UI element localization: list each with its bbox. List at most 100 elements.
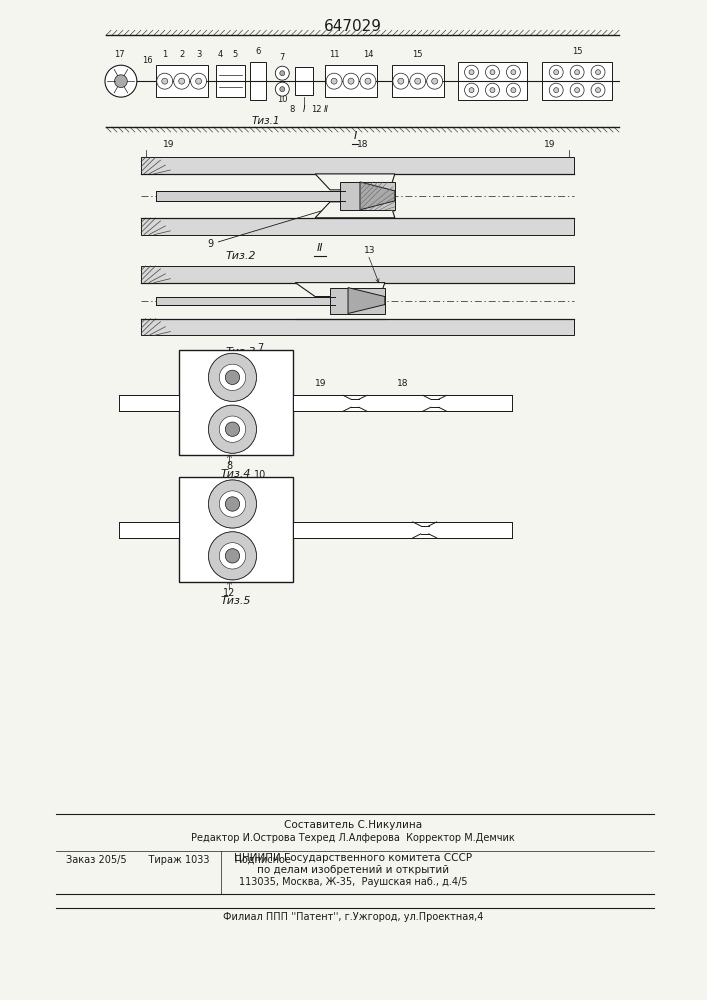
Circle shape <box>196 78 201 84</box>
Circle shape <box>174 73 189 89</box>
Circle shape <box>427 73 443 89</box>
Text: 19: 19 <box>544 140 555 149</box>
Polygon shape <box>348 288 385 314</box>
Text: 15: 15 <box>412 50 423 59</box>
Text: 18: 18 <box>397 379 409 388</box>
Text: II: II <box>317 243 323 253</box>
Circle shape <box>209 405 257 453</box>
Text: Τиз.2: Τиз.2 <box>226 251 256 261</box>
Circle shape <box>469 70 474 75</box>
Text: 113035, Москва, Ж-35,  Раушская наб., д.4/5: 113035, Москва, Ж-35, Раушская наб., д.4… <box>239 877 467 887</box>
Circle shape <box>591 65 605 79</box>
Circle shape <box>410 73 426 89</box>
Text: 10: 10 <box>255 470 267 480</box>
Circle shape <box>179 78 185 84</box>
Circle shape <box>398 78 404 84</box>
Polygon shape <box>315 174 395 190</box>
Circle shape <box>209 480 257 528</box>
Circle shape <box>575 88 580 93</box>
Text: 11: 11 <box>256 517 269 527</box>
Text: 1: 1 <box>162 50 168 59</box>
Circle shape <box>554 70 559 75</box>
Bar <box>296 67 313 95</box>
Text: 12: 12 <box>223 588 235 598</box>
Circle shape <box>415 78 421 84</box>
Text: 5: 5 <box>233 50 238 59</box>
Bar <box>325 65 377 97</box>
Text: 11: 11 <box>329 50 339 59</box>
Text: 8: 8 <box>226 461 233 471</box>
Circle shape <box>511 88 516 93</box>
Bar <box>293 395 513 411</box>
Circle shape <box>464 83 479 97</box>
Text: 3: 3 <box>196 50 201 59</box>
Text: Τиз.5: Τиз.5 <box>220 596 251 606</box>
Circle shape <box>570 83 584 97</box>
Text: 19: 19 <box>163 140 175 149</box>
Circle shape <box>162 78 168 84</box>
Circle shape <box>209 353 257 401</box>
Text: 647029: 647029 <box>324 19 382 34</box>
Bar <box>179 350 293 455</box>
Wedge shape <box>209 353 257 401</box>
Text: 12: 12 <box>311 105 322 114</box>
Circle shape <box>226 370 240 385</box>
Bar <box>179 477 293 582</box>
Text: Составитель С.Никулина: Составитель С.Никулина <box>284 820 422 830</box>
Text: Τиз.3: Τиз.3 <box>226 347 256 357</box>
Text: ЦНИИПИ Государственного комитета СССР: ЦНИИПИ Государственного комитета СССР <box>234 853 472 863</box>
Circle shape <box>393 73 409 89</box>
Circle shape <box>115 75 127 88</box>
Wedge shape <box>209 532 257 580</box>
Bar <box>392 65 444 97</box>
Text: 8: 8 <box>290 105 295 114</box>
Bar <box>542 62 612 100</box>
Circle shape <box>549 65 563 79</box>
Circle shape <box>343 73 359 89</box>
Circle shape <box>554 88 559 93</box>
Circle shape <box>506 65 520 79</box>
Bar <box>457 62 527 100</box>
Bar <box>141 218 574 235</box>
Circle shape <box>348 78 354 84</box>
Circle shape <box>595 88 600 93</box>
Text: 2: 2 <box>179 50 185 59</box>
Bar <box>293 522 513 538</box>
Text: Заказ 205/5       Тираж 1033        Подписное: Заказ 205/5 Тираж 1033 Подписное <box>66 855 291 865</box>
Polygon shape <box>360 182 395 210</box>
Text: 6: 6 <box>256 47 261 56</box>
Circle shape <box>511 70 516 75</box>
Text: 16: 16 <box>142 56 153 65</box>
Circle shape <box>226 549 240 563</box>
Bar <box>250 62 267 100</box>
Bar <box>141 266 574 283</box>
Bar <box>216 65 245 97</box>
Text: 14: 14 <box>363 50 373 59</box>
Text: Редактор И.Острова Техред Л.Алферова  Корректор М.Демчик: Редактор И.Острова Техред Л.Алферова Кор… <box>191 833 515 843</box>
Circle shape <box>486 83 499 97</box>
Circle shape <box>105 65 137 97</box>
Circle shape <box>326 73 342 89</box>
Text: I: I <box>354 131 356 141</box>
Text: II: II <box>324 105 329 114</box>
Circle shape <box>490 70 495 75</box>
Circle shape <box>280 71 285 76</box>
Bar <box>156 297 335 305</box>
Bar <box>141 157 574 174</box>
Circle shape <box>469 88 474 93</box>
Text: Τиз.1: Τиз.1 <box>251 116 279 126</box>
Bar <box>156 65 208 97</box>
Circle shape <box>549 83 563 97</box>
Circle shape <box>331 78 337 84</box>
Circle shape <box>490 88 495 93</box>
Circle shape <box>191 73 206 89</box>
Text: 18: 18 <box>357 140 369 149</box>
Circle shape <box>275 82 289 96</box>
Circle shape <box>506 83 520 97</box>
Bar <box>119 395 179 411</box>
Text: 17: 17 <box>114 50 124 59</box>
Text: 19: 19 <box>315 379 327 388</box>
Circle shape <box>570 65 584 79</box>
Circle shape <box>280 87 285 92</box>
Circle shape <box>365 78 371 84</box>
